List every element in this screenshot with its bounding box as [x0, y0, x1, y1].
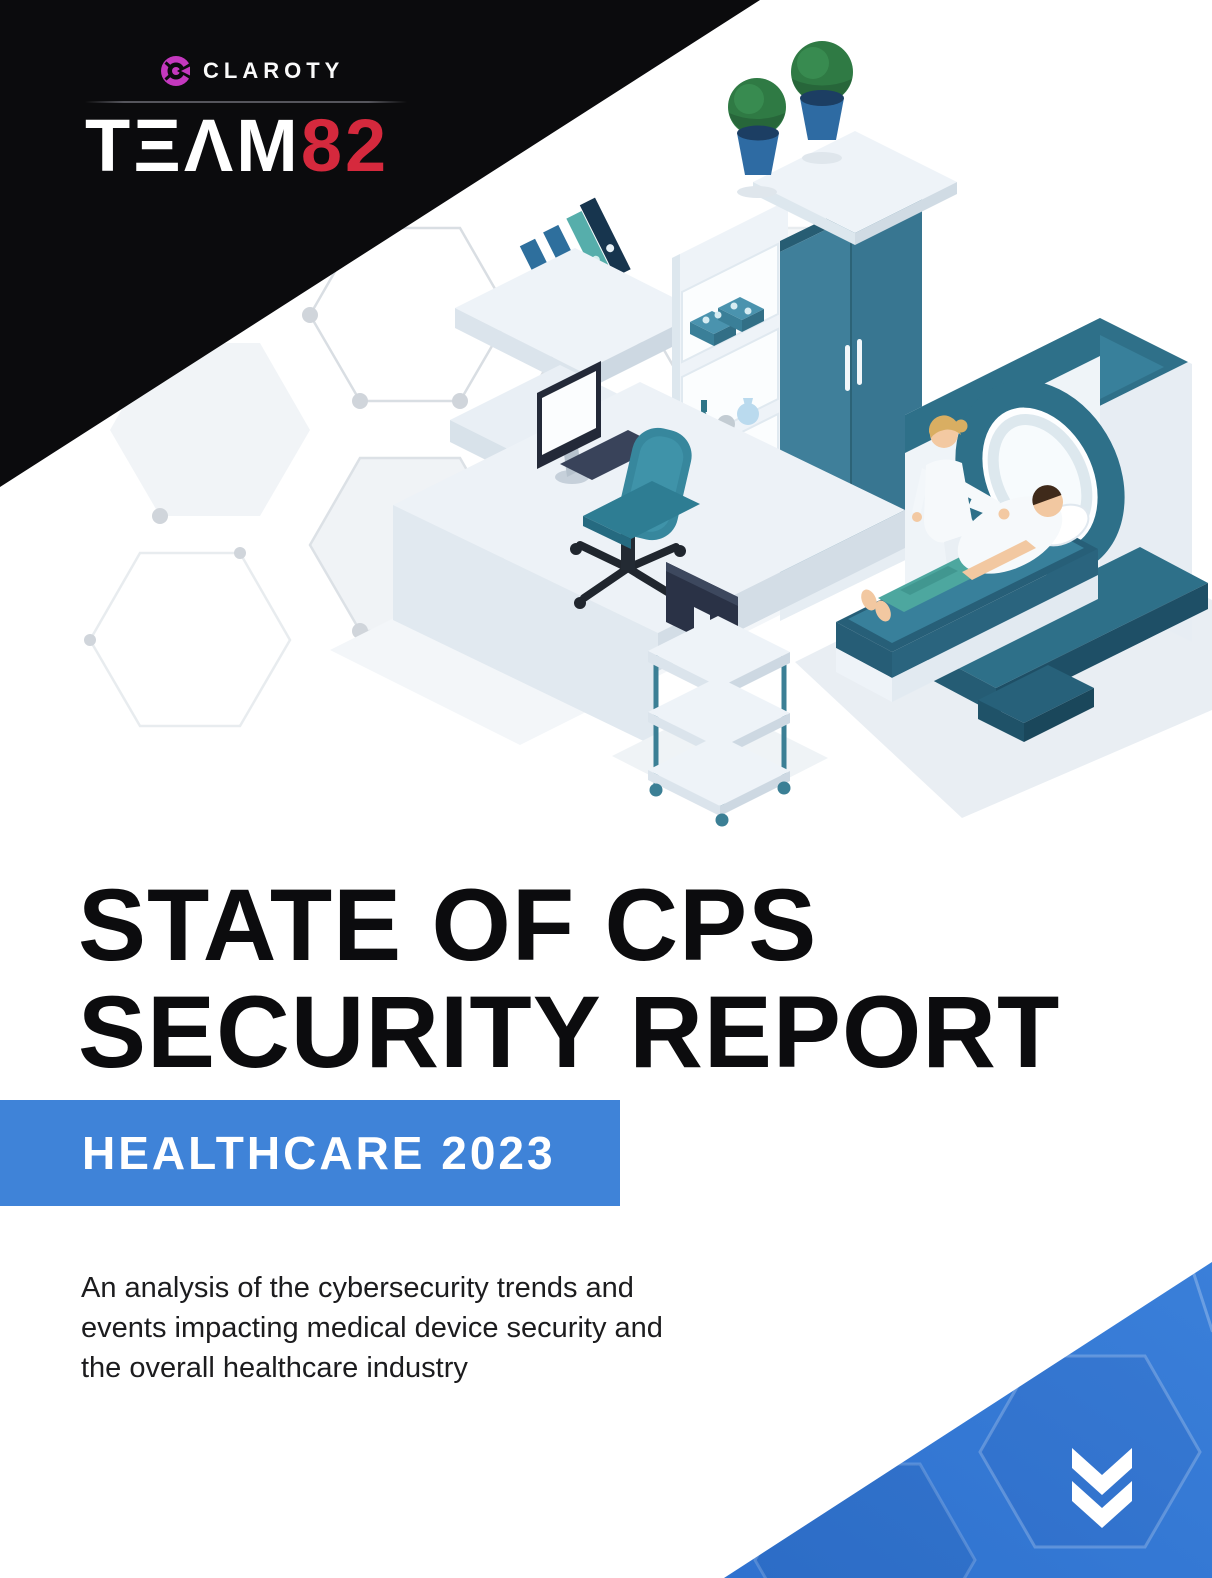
blue-corner-triangle [724, 1262, 1212, 1578]
edition-banner-label: HEALTHCARE 2023 [82, 1127, 556, 1179]
double-chevron-down-icon[interactable] [1072, 1448, 1132, 1528]
black-corner-triangle [0, 0, 760, 487]
description-line: events impacting medical device security… [81, 1312, 663, 1344]
logo-divider [85, 101, 407, 103]
desktop-computer [537, 361, 660, 484]
potted-plants [728, 41, 853, 198]
team82-wordmark: TΞΛM82 [85, 109, 425, 183]
report-title-line1: STATE OF CPS [78, 868, 818, 982]
nurse-forearm [968, 498, 1002, 519]
report-title-line2: SECURITY REPORT [78, 975, 1061, 1090]
patient [861, 485, 1090, 622]
description-line: the overall healthcare industry [81, 1352, 468, 1384]
report-title: STATE OF CPS SECURITY REPORT [78, 868, 1061, 1090]
mri-scanner [836, 318, 1208, 742]
description-line: An analysis of the cybersecurity trends … [81, 1272, 634, 1304]
claroty-wordmark: CLAROTY [203, 58, 345, 83]
medical-cart [612, 562, 828, 827]
brand-logo-block: CLAROTY TΞΛM82 [85, 54, 425, 183]
claroty-logo-icon [161, 56, 193, 86]
office-chair [570, 427, 700, 609]
edition-banner: HEALTHCARE 2023 [0, 1100, 620, 1206]
team82-red-part: 82 [300, 104, 390, 187]
wall-shelf-binders [455, 197, 702, 392]
nurse-hand [998, 508, 1010, 520]
report-description: An analysis of the cybersecurity trends … [81, 1268, 663, 1388]
team82-white-part: TΞΛM [85, 104, 301, 187]
medical-room-illustration [330, 41, 1212, 827]
